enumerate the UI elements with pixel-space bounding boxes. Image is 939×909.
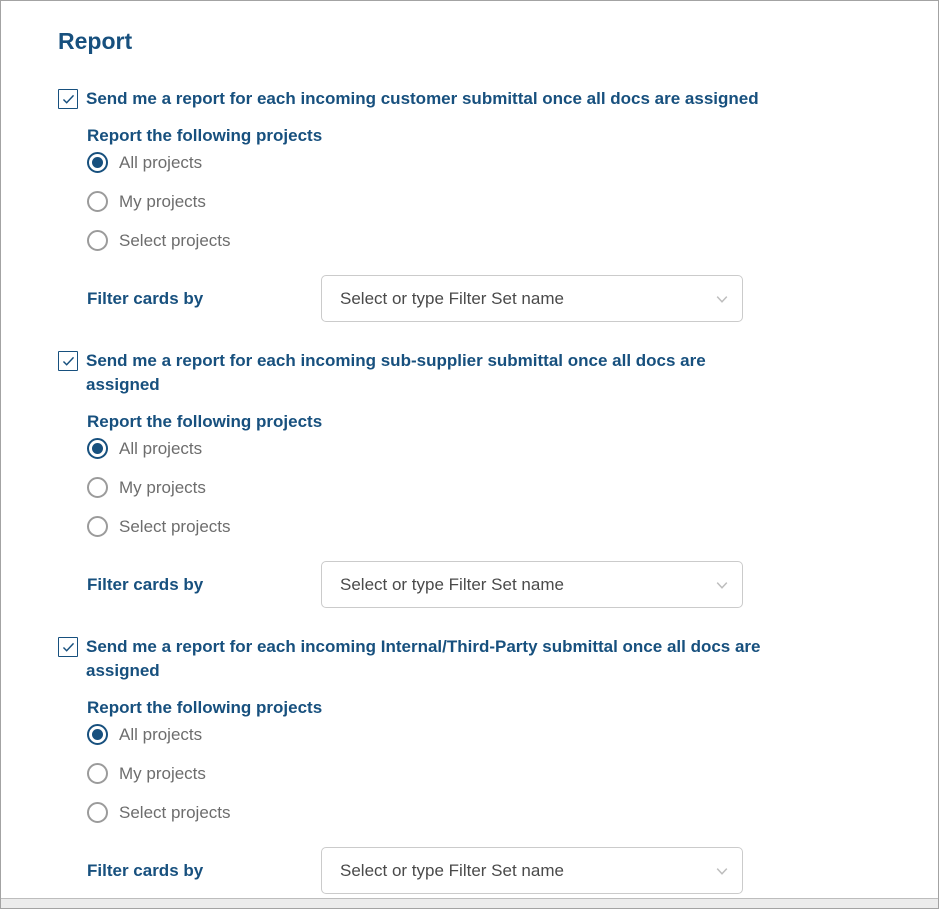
radio-label[interactable]: My projects <box>119 191 206 211</box>
radio-option-my-projects[interactable]: My projects <box>87 475 898 500</box>
radio-button[interactable] <box>87 230 108 251</box>
radio-button[interactable] <box>87 802 108 823</box>
radio-label[interactable]: All projects <box>119 152 203 172</box>
filter-cards-by-label: Filter cards by <box>87 860 204 880</box>
radio-button-selected[interactable] <box>87 152 108 173</box>
radio-button-selected[interactable] <box>87 724 108 745</box>
section-sub-supplier-submittal: Send me a report for each incoming sub-s… <box>58 349 898 608</box>
section-body: Report the following projects All projec… <box>87 411 898 608</box>
radio-label[interactable]: All projects <box>119 438 203 458</box>
radio-option-all-projects[interactable]: All projects <box>87 150 898 175</box>
radio-button[interactable] <box>87 477 108 498</box>
section-body: Report the following projects All projec… <box>87 697 898 894</box>
radio-option-select-projects[interactable]: Select projects <box>87 228 898 253</box>
radio-label[interactable]: My projects <box>119 763 206 783</box>
radio-label[interactable]: My projects <box>119 477 206 497</box>
projects-heading: Report the following projects <box>87 126 323 145</box>
sub-supplier-submittal-checkbox[interactable] <box>58 351 78 371</box>
radio-option-my-projects[interactable]: My projects <box>87 189 898 214</box>
filter-set-combobox[interactable] <box>321 561 743 608</box>
radio-option-all-projects[interactable]: All projects <box>87 722 898 747</box>
radio-button[interactable] <box>87 516 108 537</box>
radio-button[interactable] <box>87 191 108 212</box>
filter-cards-by-label: Filter cards by <box>87 574 204 594</box>
section-customer-submittal: Send me a report for each incoming custo… <box>58 87 898 322</box>
projects-heading: Report the following projects <box>87 698 323 717</box>
radio-option-my-projects[interactable]: My projects <box>87 761 898 786</box>
checkbox-row: Send me a report for each incoming Inter… <box>58 635 898 683</box>
customer-submittal-checkbox[interactable] <box>58 89 78 109</box>
filter-row: Filter cards by <box>87 847 898 894</box>
filter-set-input[interactable] <box>321 561 743 608</box>
internal-third-party-submittal-checkbox[interactable] <box>58 637 78 657</box>
section-body: Report the following projects All projec… <box>87 125 898 322</box>
radio-label[interactable]: Select projects <box>119 802 231 822</box>
radio-label[interactable]: Select projects <box>119 516 231 536</box>
projects-heading: Report the following projects <box>87 412 323 431</box>
filter-set-combobox[interactable] <box>321 275 743 322</box>
page-title: Report <box>58 28 133 54</box>
filter-cards-by-label: Filter cards by <box>87 288 204 308</box>
check-icon <box>62 642 74 652</box>
radio-option-select-projects[interactable]: Select projects <box>87 514 898 539</box>
filter-row: Filter cards by <box>87 561 898 608</box>
radio-label[interactable]: Select projects <box>119 230 231 250</box>
radio-button-selected[interactable] <box>87 438 108 459</box>
sub-supplier-submittal-checkbox-label[interactable]: Send me a report for each incoming sub-s… <box>86 351 706 394</box>
filter-set-combobox[interactable] <box>321 847 743 894</box>
filter-set-input[interactable] <box>321 275 743 322</box>
filter-row: Filter cards by <box>87 275 898 322</box>
radio-label[interactable]: All projects <box>119 724 203 744</box>
checkbox-row: Send me a report for each incoming custo… <box>58 87 898 111</box>
checkbox-row: Send me a report for each incoming sub-s… <box>58 349 898 397</box>
radio-option-all-projects[interactable]: All projects <box>87 436 898 461</box>
radio-option-select-projects[interactable]: Select projects <box>87 800 898 825</box>
section-internal-third-party-submittal: Send me a report for each incoming Inter… <box>58 635 898 894</box>
filter-set-input[interactable] <box>321 847 743 894</box>
internal-third-party-submittal-checkbox-label[interactable]: Send me a report for each incoming Inter… <box>86 637 761 680</box>
bottom-strip <box>1 898 938 908</box>
customer-submittal-checkbox-label[interactable]: Send me a report for each incoming custo… <box>86 89 759 108</box>
check-icon <box>62 94 74 104</box>
radio-button[interactable] <box>87 763 108 784</box>
check-icon <box>62 356 74 366</box>
